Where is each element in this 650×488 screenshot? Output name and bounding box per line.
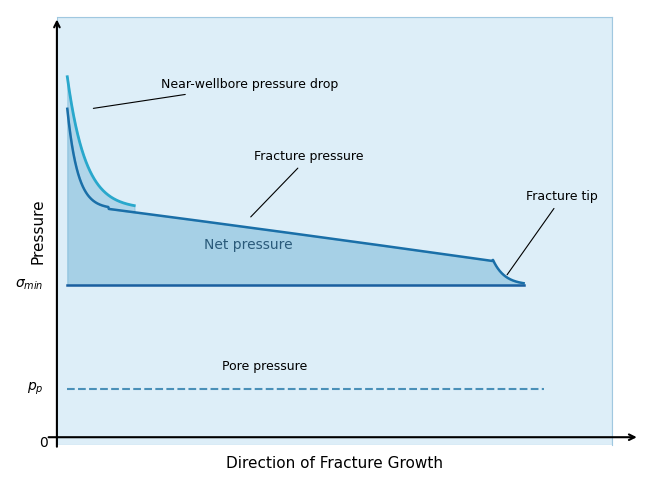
Y-axis label: Pressure: Pressure (31, 198, 46, 264)
X-axis label: Direction of Fracture Growth: Direction of Fracture Growth (226, 456, 443, 471)
Text: Pore pressure: Pore pressure (222, 360, 307, 373)
Text: Near-wellbore pressure drop: Near-wellbore pressure drop (94, 78, 338, 108)
Text: $p_p$: $p_p$ (27, 381, 44, 397)
Text: $\sigma_{min}$: $\sigma_{min}$ (16, 278, 44, 292)
Text: 0: 0 (40, 436, 48, 450)
Text: Net pressure: Net pressure (205, 238, 293, 252)
Text: Fracture pressure: Fracture pressure (251, 150, 363, 217)
Text: Fracture tip: Fracture tip (507, 190, 598, 275)
